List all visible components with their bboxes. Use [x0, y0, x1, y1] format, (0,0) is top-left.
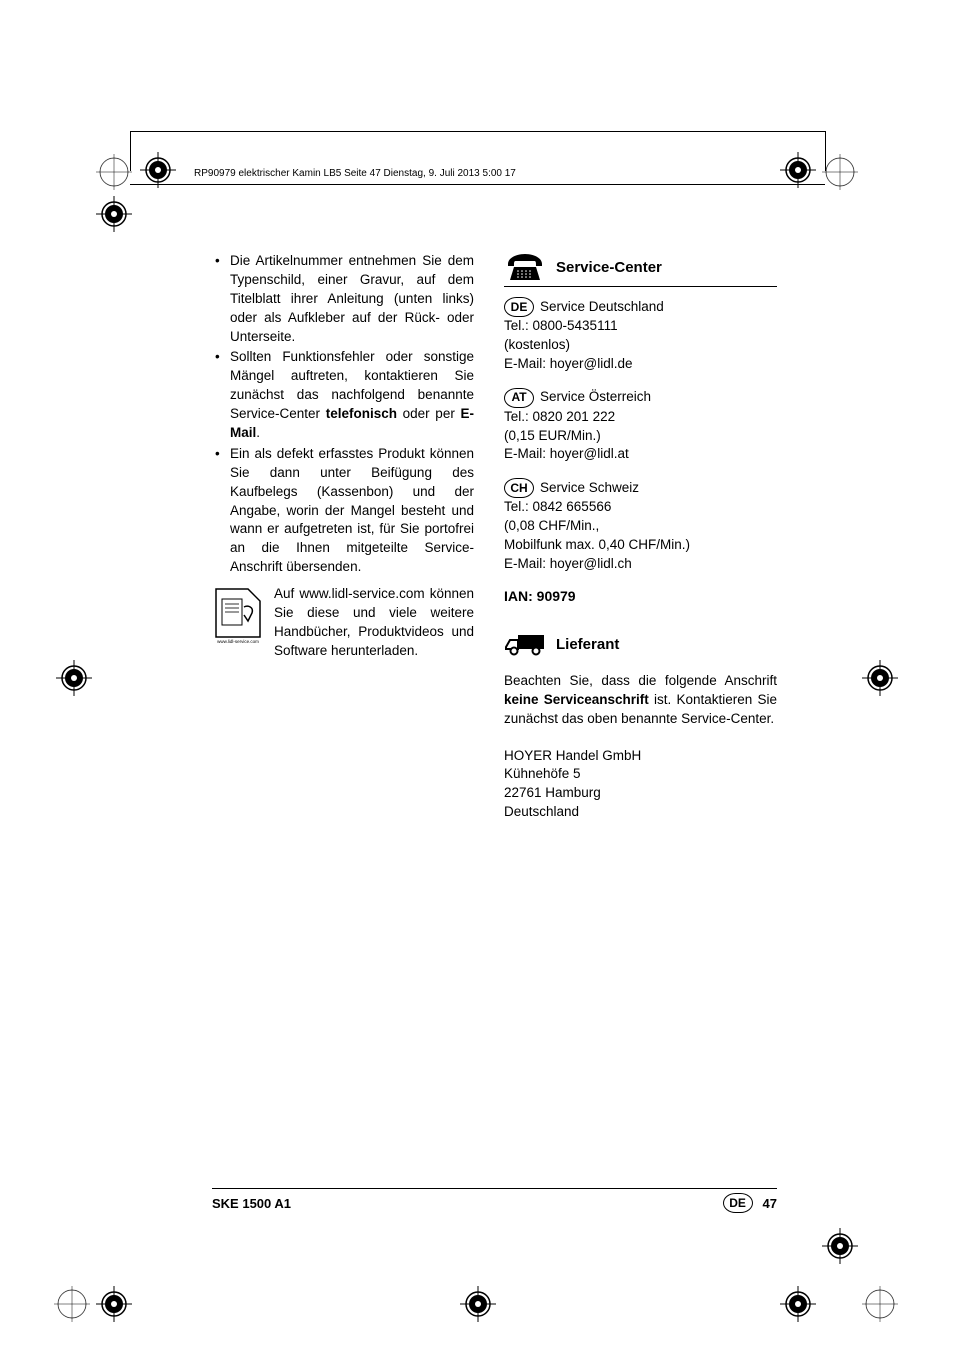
bullet-item: Die Artikelnummer entnehmen Sie dem Type… [212, 252, 474, 346]
register-mark-2 [780, 152, 816, 188]
crop-line-right [825, 131, 826, 171]
lieferant-header: Lieferant [504, 630, 777, 664]
lieferant-section: Lieferant Beachten Sie, dass die folgend… [504, 630, 777, 822]
service-cost: (kostenlos) [504, 336, 777, 355]
service-de: DE Service Deutschland Tel.: 0800-543511… [504, 297, 777, 374]
address-line: 22761 Hamburg [504, 784, 777, 803]
download-block: www.lidl-service.com Auf www.lidl-servic… [212, 585, 474, 661]
address-line: Kühnehöfe 5 [504, 765, 777, 784]
service-cost: (0,15 EUR/Min.) [504, 427, 777, 446]
left-column: Die Artikelnummer entnehmen Sie dem Type… [212, 252, 474, 822]
service-name: Service Deutschland [540, 298, 664, 317]
service-name: Service Schweiz [540, 479, 639, 498]
crop-mark-bottom-left-outer [54, 1286, 90, 1322]
service-tel: Tel.: 0820 201 222 [504, 408, 777, 427]
crop-mark-top-right-outer [822, 154, 858, 190]
register-mark-bottom-1 [96, 1286, 132, 1322]
ian-number: IAN: 90979 [504, 588, 777, 604]
bullet-list: Die Artikelnummer entnehmen Sie dem Type… [212, 252, 474, 577]
footer-page-number: 47 [763, 1196, 777, 1211]
crop-mark-top-left-outer [96, 154, 132, 190]
service-email: E-Mail: hoyer@lidl.at [504, 445, 777, 464]
address-line: HOYER Handel GmbH [504, 747, 777, 766]
svg-text:www.lidl-service.com: www.lidl-service.com [217, 639, 259, 644]
bullet-item: Sollten Funktionsfehler oder sonstige Mä… [212, 348, 474, 442]
service-ch: CH Service Schweiz Tel.: 0842 665566 (0,… [504, 478, 777, 574]
register-mark-left [96, 196, 132, 232]
footer-country-badge: DE [723, 1193, 753, 1213]
truck-icon [504, 630, 546, 660]
register-mark-bottom-2 [780, 1286, 816, 1322]
service-at: AT Service Österreich Tel.: 0820 201 222… [504, 388, 777, 465]
crop-line-left [130, 131, 131, 171]
page-content: Die Artikelnummer entnehmen Sie dem Type… [212, 252, 777, 822]
download-icon: www.lidl-service.com [212, 585, 264, 661]
service-name: Service Österreich [540, 388, 651, 407]
service-email: E-Mail: hoyer@lidl.de [504, 355, 777, 374]
header-line [130, 184, 825, 185]
register-mark-mid-right [862, 660, 898, 696]
service-center-header: Service-Center [504, 252, 777, 287]
register-mark-bottom-center [460, 1286, 496, 1322]
download-text: Auf www.lidl-service.com können Sie dies… [274, 585, 474, 661]
crop-mark-bottom-right-outer [862, 1286, 898, 1322]
service-cost2: Mobilfunk max. 0,40 CHF/Min.) [504, 536, 777, 555]
service-tel: Tel.: 0842 665566 [504, 498, 777, 517]
service-center-title: Service-Center [556, 259, 662, 276]
page-footer: SKE 1500 A1 DE 47 [212, 1188, 777, 1213]
page-header-meta: RP90979 elektrischer Kamin LB5 Seite 47 … [194, 168, 516, 179]
address-line: Deutschland [504, 803, 777, 822]
register-mark-1 [140, 152, 176, 188]
register-mark-bottom-3 [822, 1228, 858, 1264]
lieferant-text: Beachten Sie, dass die folgende Anschrif… [504, 672, 777, 729]
country-badge-de: DE [504, 297, 534, 317]
right-column: Service-Center DE Service Deutschland Te… [504, 252, 777, 822]
service-tel: Tel.: 0800-5435111 [504, 317, 777, 336]
lieferant-address: HOYER Handel GmbH Kühnehöfe 5 22761 Hamb… [504, 747, 777, 823]
crop-line-top [130, 131, 825, 132]
service-email: E-Mail: hoyer@lidl.ch [504, 555, 777, 574]
bullet-item: Ein als defekt erfasstes Produkt können … [212, 445, 474, 577]
phone-icon [504, 252, 546, 282]
footer-model: SKE 1500 A1 [212, 1196, 291, 1211]
country-badge-at: AT [504, 388, 534, 408]
service-cost: (0,08 CHF/Min., [504, 517, 777, 536]
country-badge-ch: CH [504, 478, 534, 498]
lieferant-title: Lieferant [556, 636, 619, 653]
register-mark-mid-left [56, 660, 92, 696]
